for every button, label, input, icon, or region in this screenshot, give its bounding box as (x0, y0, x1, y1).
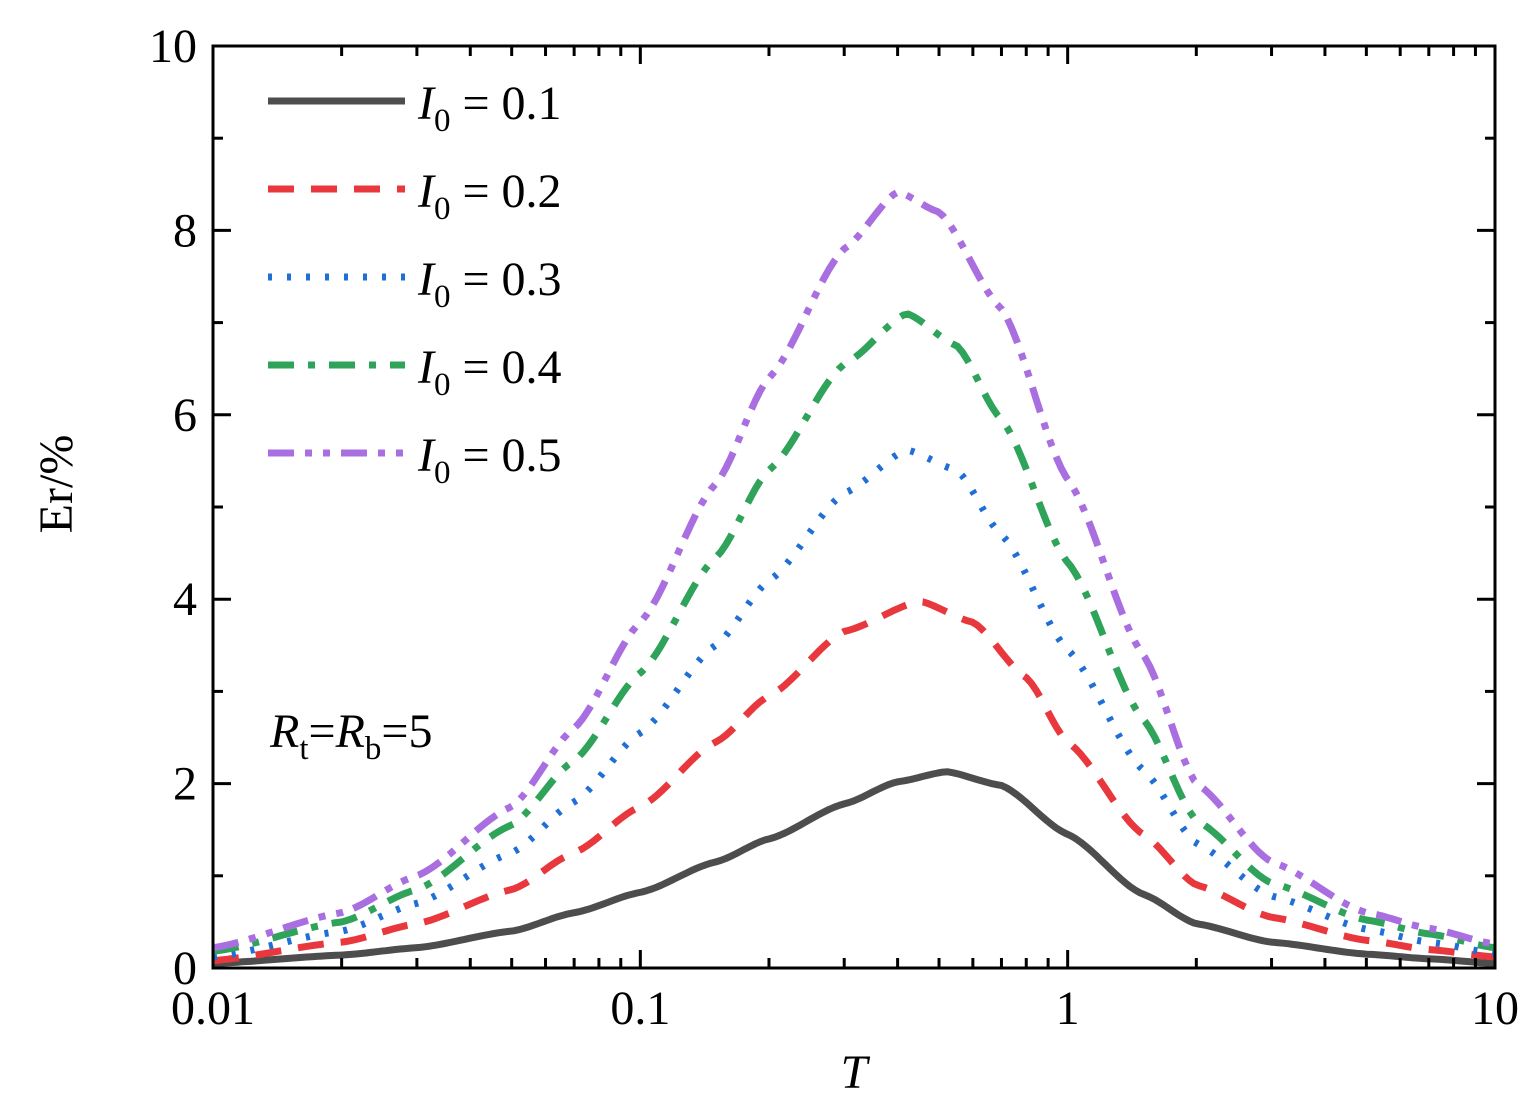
y-tick-label: 0 (173, 942, 197, 995)
y-tick-label: 2 (173, 758, 197, 811)
legend: I0 = 0.1 I0 = 0.2 I0 = 0.3 I0 = 0.4 I0 = 0.5 (268, 77, 562, 491)
series-line-4 (212, 310, 1496, 955)
curves-layer (212, 188, 1496, 967)
param-annotation: Rt=Rb=5 (269, 705, 432, 767)
plot-frame (211, 44, 1497, 970)
series-line-1 (212, 768, 1496, 967)
y-tick-label: 6 (173, 389, 197, 442)
series-line-5 (212, 188, 1496, 952)
x-axis-title: T (841, 1046, 871, 1099)
legend-label-4: I0 = 0.4 (417, 341, 562, 403)
y-tick-label: 4 (173, 573, 197, 626)
ticks-layer: 0.01 0.1 1 10 0 2 4 6 8 10 (149, 20, 1519, 1035)
x-tick-label: 1 (1056, 982, 1080, 1035)
y-tick-label: 8 (173, 204, 197, 257)
legend-label-3: I0 = 0.3 (417, 253, 562, 315)
series-line-2 (212, 597, 1496, 965)
legend-label-1: I0 = 0.1 (417, 77, 562, 139)
x-tick-label: 0.01 (171, 982, 255, 1035)
x-tick-label: 10 (1471, 982, 1519, 1035)
y-axis-title: Er/% (30, 435, 83, 534)
y-tick-label: 10 (149, 20, 197, 73)
legend-label-2: I0 = 0.2 (417, 165, 562, 227)
legend-label-5: I0 = 0.5 (417, 429, 562, 491)
x-tick-label: 0.1 (610, 982, 670, 1035)
